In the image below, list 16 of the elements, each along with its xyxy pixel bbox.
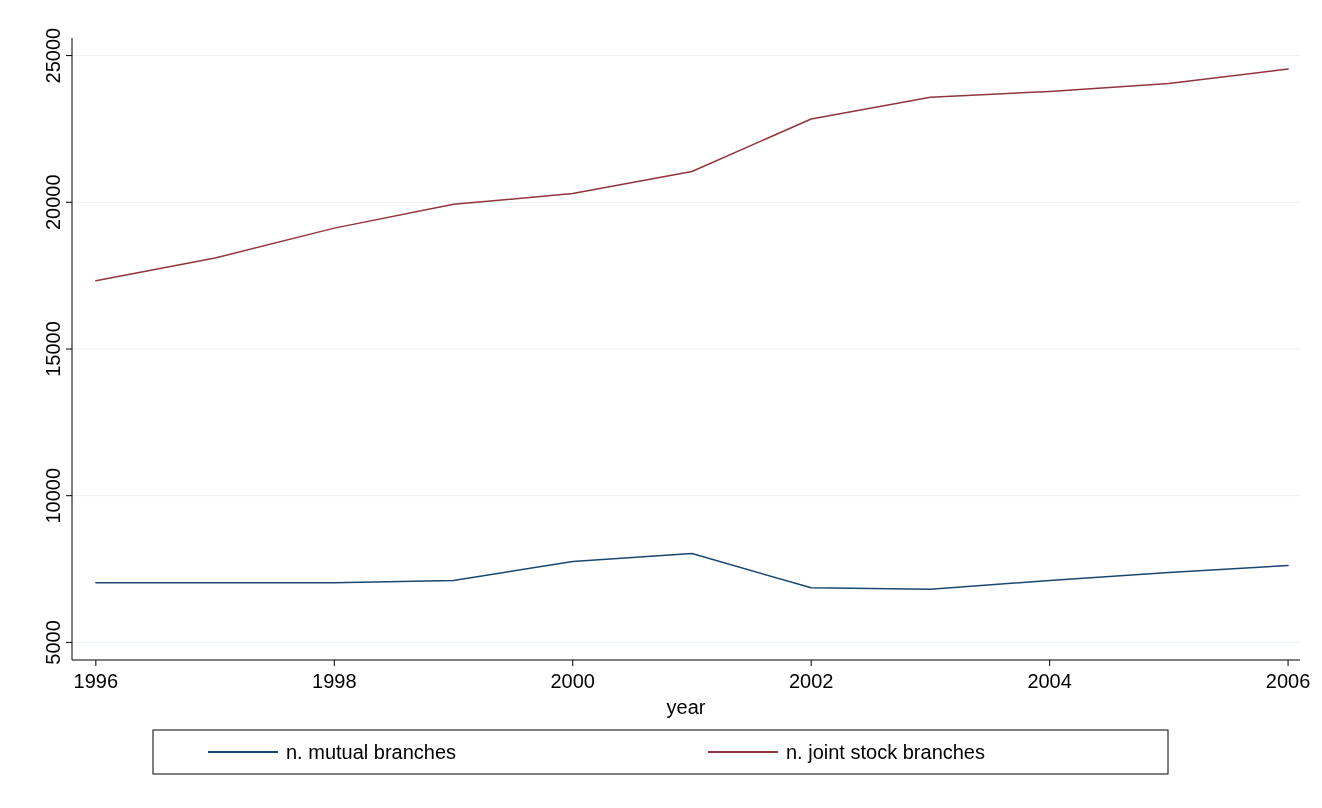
line-series bbox=[95, 552, 1289, 591]
x-axis-title: year bbox=[666, 696, 706, 718]
y-tick-label: 5000 bbox=[42, 620, 64, 665]
x-tick-label: 2000 bbox=[550, 670, 595, 692]
legend-label: n. joint stock branches bbox=[786, 741, 985, 763]
legend-label: n. mutual branches bbox=[286, 741, 457, 763]
y-tick-label: 15000 bbox=[42, 321, 64, 377]
line-series bbox=[95, 68, 1289, 282]
x-tick-label: 2004 bbox=[1027, 670, 1072, 692]
y-tick-label: 25000 bbox=[42, 27, 64, 84]
x-tick-label: 1998 bbox=[312, 670, 357, 692]
x-tick-label: 2006 bbox=[1265, 670, 1311, 692]
x-tick-label: 2002 bbox=[788, 670, 834, 692]
x-tick-label: 1996 bbox=[73, 670, 119, 692]
y-tick-label: 10000 bbox=[42, 467, 64, 524]
y-tick-label: 20000 bbox=[42, 174, 64, 231]
